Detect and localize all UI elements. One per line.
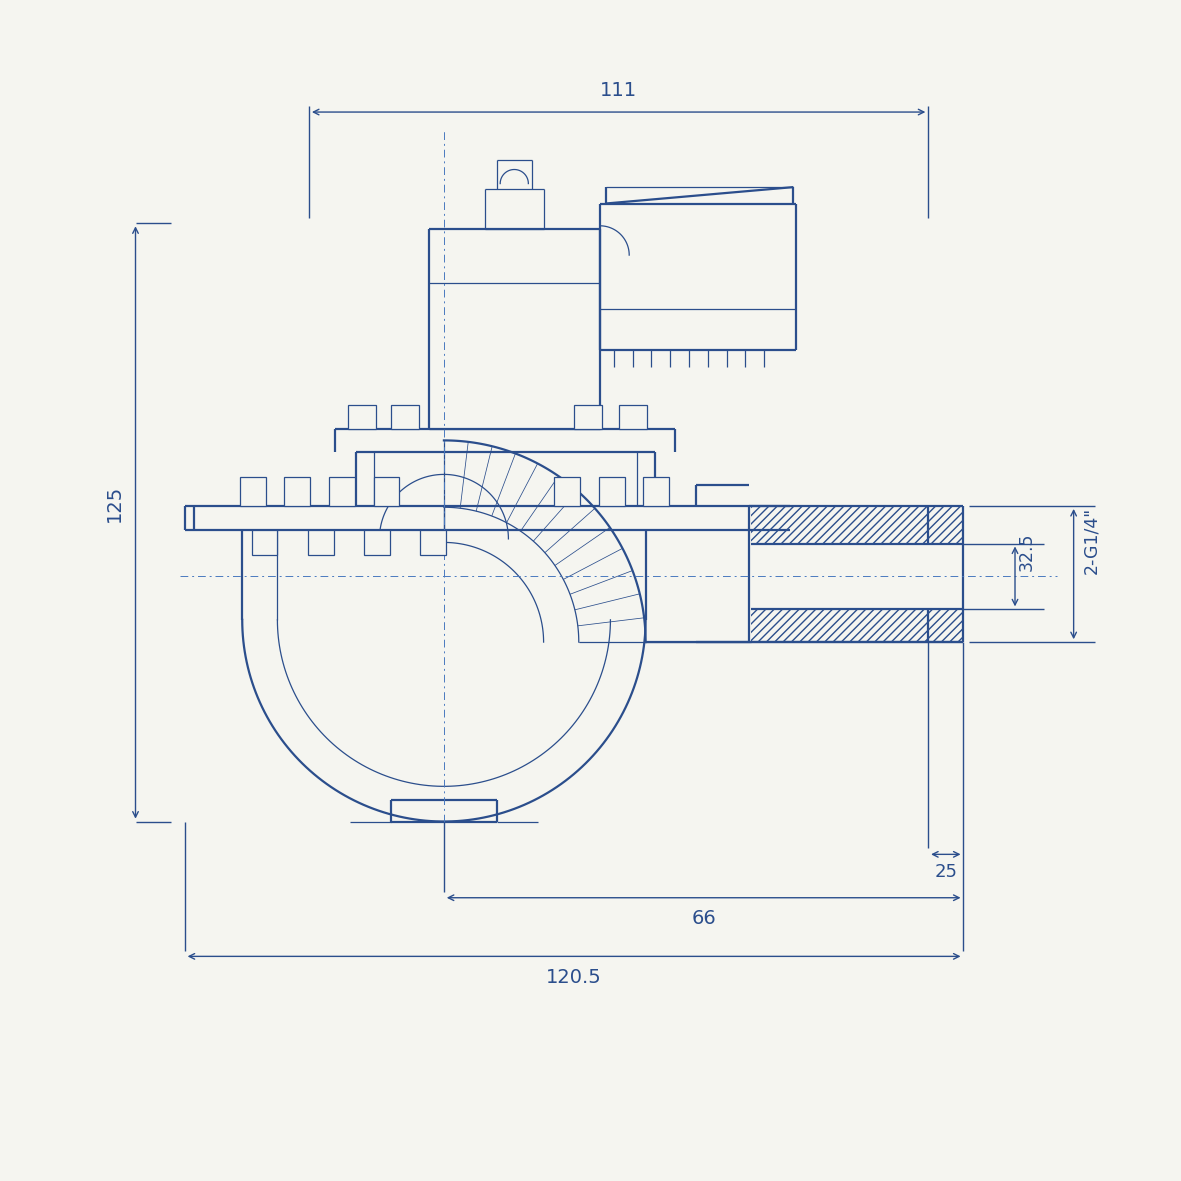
Bar <box>391 405 419 429</box>
Bar <box>574 405 602 429</box>
Bar <box>554 477 580 507</box>
Text: 32.5: 32.5 <box>1018 533 1036 570</box>
Bar <box>619 405 647 429</box>
Bar <box>329 477 354 507</box>
Bar <box>644 477 670 507</box>
Bar <box>373 477 399 507</box>
Text: 120.5: 120.5 <box>546 968 602 987</box>
Text: 66: 66 <box>691 909 716 928</box>
Bar <box>252 529 278 555</box>
Text: 125: 125 <box>105 485 124 522</box>
Bar <box>347 405 376 429</box>
Bar <box>364 529 390 555</box>
Bar <box>308 529 334 555</box>
Text: 111: 111 <box>600 81 638 100</box>
Text: 2-G1/4": 2-G1/4" <box>1082 507 1101 574</box>
Bar <box>240 477 266 507</box>
Text: 25: 25 <box>934 863 958 881</box>
Bar <box>420 529 446 555</box>
Bar <box>285 477 311 507</box>
Bar <box>599 477 625 507</box>
Bar <box>751 609 964 642</box>
Bar <box>751 507 964 543</box>
